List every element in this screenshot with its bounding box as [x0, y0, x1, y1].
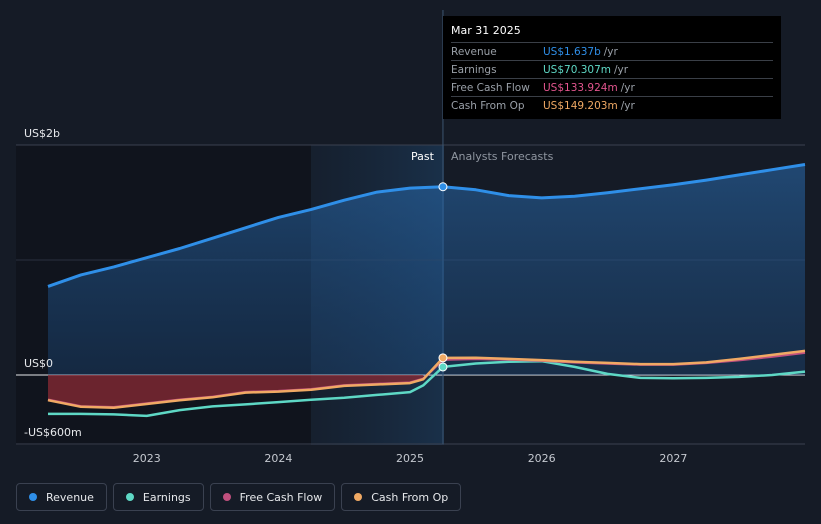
- x-axis-label: 2023: [133, 452, 161, 465]
- legend-item-revenue[interactable]: Revenue: [16, 483, 107, 511]
- legend: Revenue Earnings Free Cash Flow Cash Fro…: [16, 483, 467, 511]
- y-axis-label: US$0: [24, 357, 53, 370]
- earnings-marker: [438, 362, 448, 372]
- legend-item-cash-from-op[interactable]: Cash From Op: [341, 483, 462, 511]
- legend-item-free-cash-flow[interactable]: Free Cash Flow: [209, 483, 336, 511]
- legend-label: Cash From Op: [371, 490, 449, 504]
- tooltip-value: US$1.637b: [543, 45, 601, 58]
- tooltip-unit: /yr: [620, 81, 635, 94]
- x-axis-label: 2027: [659, 452, 687, 465]
- earnings-line: [48, 359, 806, 418]
- legend-label: Revenue: [46, 490, 94, 504]
- tooltip-label: Free Cash Flow: [451, 81, 530, 94]
- tooltip-unit: /yr: [614, 63, 629, 76]
- tooltip-value: US$70.307m: [543, 63, 611, 76]
- revenue-dot-icon: [29, 493, 37, 501]
- tooltip: Mar 31 2025 Revenue US$1.637b /yr Earnin…: [443, 16, 781, 119]
- tooltip-label: Revenue: [451, 45, 497, 58]
- x-axis-label: 2026: [528, 452, 556, 465]
- earnings-dot-icon: [125, 493, 134, 501]
- tooltip-value: US$133.924m: [543, 81, 618, 94]
- legend-item-earnings[interactable]: Earnings: [112, 483, 204, 511]
- analysts-forecasts-label: Analysts Forecasts: [451, 150, 554, 163]
- tooltip-row-revenue: Revenue US$1.637b /yr: [451, 42, 773, 60]
- revenue-line: [47, 163, 806, 288]
- y-axis-label: -US$600m: [24, 426, 82, 439]
- tooltip-label: Cash From Op: [451, 99, 525, 112]
- free-cash-flow-negative-area: [48, 375, 424, 408]
- free-cash-flow-dot-icon: [222, 493, 231, 501]
- revenue-area: [48, 164, 805, 375]
- tooltip-label: Earnings: [451, 63, 497, 76]
- tooltip-value: US$149.203m: [543, 99, 618, 112]
- legend-label: Free Cash Flow: [239, 490, 323, 504]
- tooltip-date: Mar 31 2025: [451, 24, 521, 37]
- cash-from-op-dot-icon: [354, 493, 363, 501]
- tooltip-unit: /yr: [620, 99, 635, 112]
- revenue-marker: [438, 182, 448, 192]
- legend-label: Earnings: [142, 490, 191, 504]
- x-axis-label: 2024: [264, 452, 292, 465]
- tooltip-row-cash-from-op: Cash From Op US$149.203m /yr: [451, 96, 773, 114]
- past-label: Past: [411, 150, 435, 163]
- cash-from-op-marker: [438, 353, 448, 363]
- y-axis-label: US$2b: [24, 127, 60, 140]
- x-axis-label: 2025: [396, 452, 424, 465]
- cash-from-op-line: [47, 349, 806, 410]
- tooltip-row-earnings: Earnings US$70.307m /yr: [451, 60, 773, 78]
- tooltip-unit: /yr: [603, 45, 618, 58]
- tooltip-row-free-cash-flow: Free Cash Flow US$133.924m /yr: [451, 78, 773, 96]
